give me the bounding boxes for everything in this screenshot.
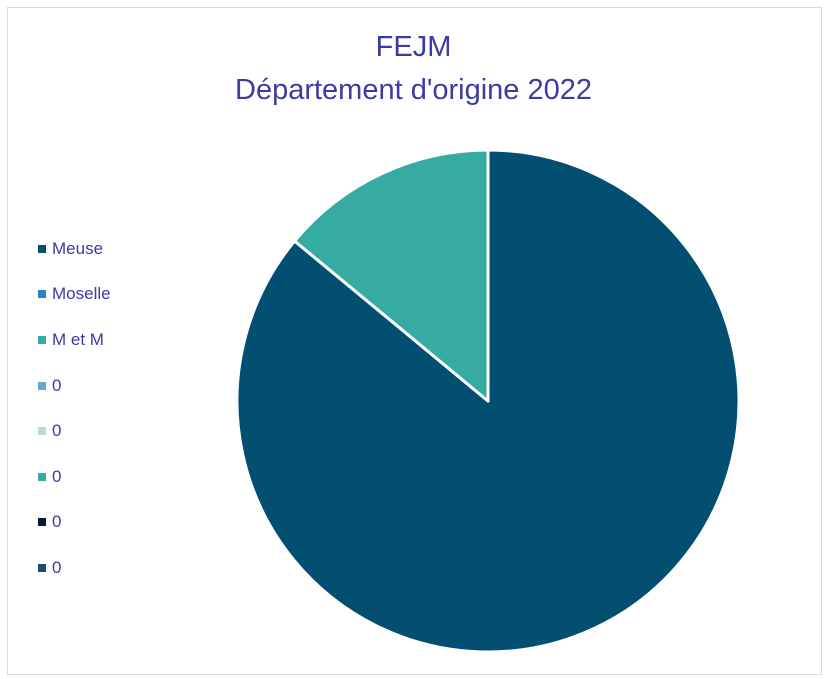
chart-title: FEJM Département d'origine 2022 [0, 26, 827, 112]
legend-swatch [38, 472, 46, 481]
legend-swatch [38, 381, 46, 390]
chart-title-line-1: FEJM [375, 31, 452, 63]
legend-swatch [38, 427, 46, 436]
legend-swatch [38, 244, 46, 253]
legend-swatch [38, 290, 46, 299]
pie-slice-m-et-m [293, 148, 490, 403]
legend-item: Moselle [38, 272, 111, 318]
legend-label: 0 [52, 466, 62, 486]
legend-label: 0 [52, 512, 62, 532]
legend-label: Moselle [52, 284, 111, 304]
legend-item: 0 [38, 408, 111, 454]
legend-label: 0 [52, 375, 62, 395]
legend-item: 0 [38, 500, 111, 546]
legend-swatch [38, 335, 46, 344]
legend-item: 0 [38, 545, 111, 591]
legend-item: M et M [38, 317, 111, 363]
chart-legend: Meuse Moselle M et M 0 0 0 0 0 [38, 226, 111, 591]
legend-label: Meuse [52, 238, 104, 258]
legend-item: 0 [38, 454, 111, 500]
legend-label: M et M [52, 329, 104, 349]
legend-label: 0 [52, 421, 62, 441]
legend-item: 0 [38, 363, 111, 409]
legend-label: 0 [52, 557, 62, 577]
chart-title-line-2: Département d'origine 2022 [235, 74, 592, 106]
legend-swatch [38, 518, 46, 527]
legend-item: Meuse [38, 226, 111, 272]
legend-swatch [38, 563, 46, 572]
